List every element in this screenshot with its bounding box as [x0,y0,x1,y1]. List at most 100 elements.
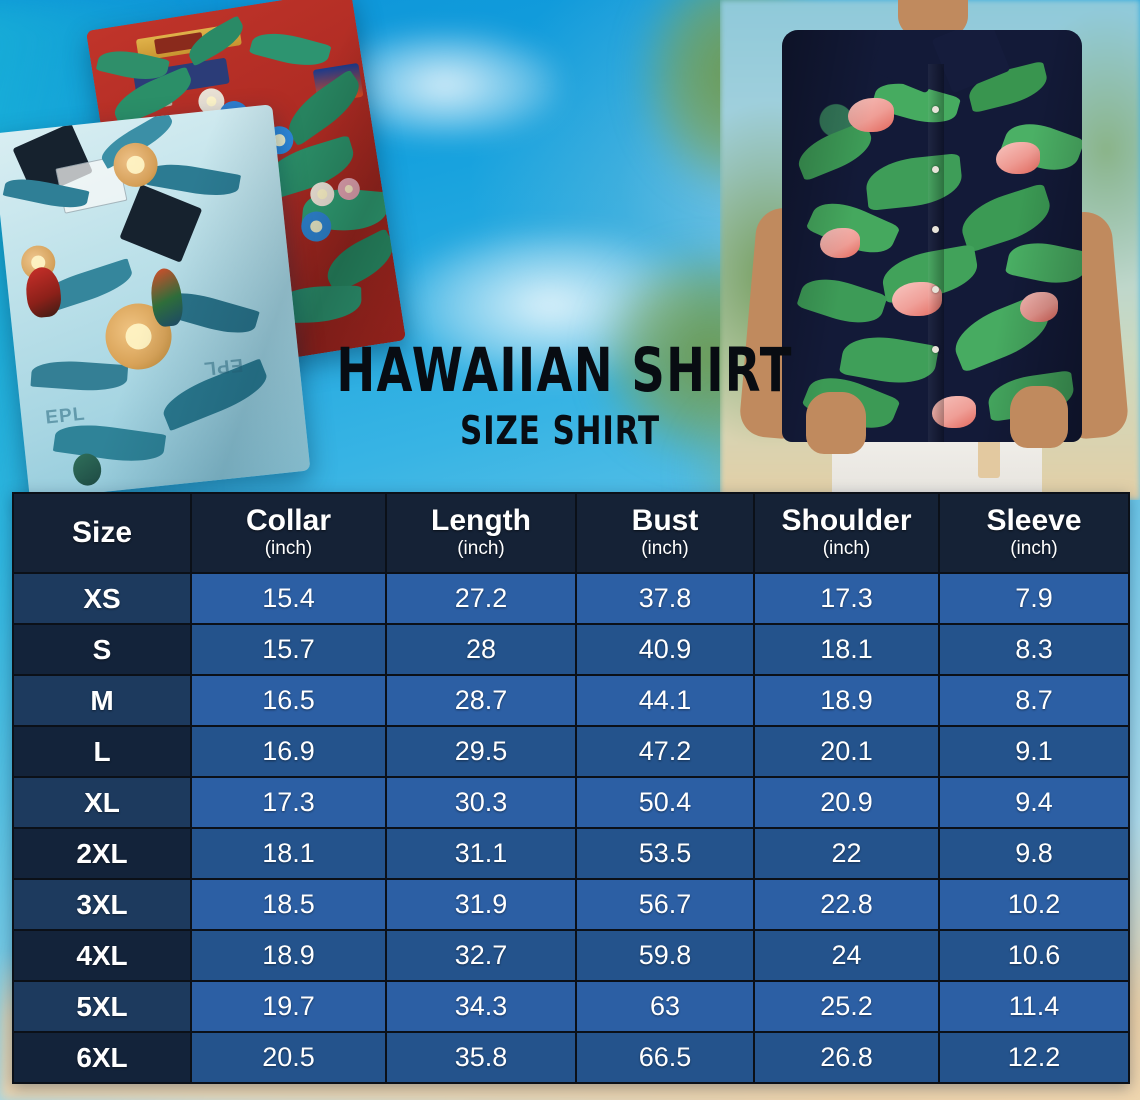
header-unit: (inch) [641,537,689,559]
cell-size: M [12,674,192,727]
cell-length: 34.3 [385,980,577,1033]
table-row: XS 15.4 27.2 37.8 17.3 7.9 [12,572,1130,625]
flamingo [848,98,894,132]
cell-length: 35.8 [385,1031,577,1084]
cell-shoulder: 22.8 [753,878,940,931]
cell-length: 32.7 [385,929,577,982]
cell-bust: 40.9 [575,623,755,676]
cell-shoulder: 25.2 [753,980,940,1033]
cell-length: 31.9 [385,878,577,931]
cell-sleeve: 10.6 [938,929,1130,982]
model-photo [720,0,1140,500]
column-header-collar: Collar (inch) [190,492,387,574]
title-main: HAWAIIAN SHIRT [336,335,793,406]
flamingo [932,396,976,428]
cell-length: 29.5 [385,725,577,778]
cell-size: XS [12,572,192,625]
shirt-button [932,346,939,353]
header-label: Size [71,516,133,550]
table-row: M 16.5 28.7 44.1 18.9 8.7 [12,674,1130,727]
cell-length: 28 [385,623,577,676]
hawaiian-shirt-navy [782,30,1082,442]
table-body: XS 15.4 27.2 37.8 17.3 7.9 S 15.7 28 40.9 18.1 8.3 M… [12,572,1130,1084]
cell-shoulder: 17.3 [753,572,940,625]
cell-bust: 37.8 [575,572,755,625]
drawstring [978,432,1000,478]
cell-bust: 47.2 [575,725,755,778]
header-label: Bust [631,504,699,538]
cell-sleeve: 9.4 [938,776,1130,829]
cell-length: 28.7 [385,674,577,727]
table-row: 3XL 18.5 31.9 56.7 22.8 10.2 [12,878,1130,931]
cell-length: 31.1 [385,827,577,880]
cell-sleeve: 11.4 [938,980,1130,1033]
flamingo [820,228,860,258]
table-row: 5XL 19.7 34.3 63 25.2 11.4 [12,980,1130,1033]
header-label: Shoulder [781,504,912,538]
flamingo [1020,292,1058,322]
cell-bust: 59.8 [575,929,755,982]
cell-shoulder: 18.9 [753,674,940,727]
shirt-button [932,286,939,293]
header-label: Collar [245,504,332,538]
cell-collar: 16.5 [190,674,387,727]
cell-collar: 15.4 [190,572,387,625]
blue-folded-shirt: EPL EPL [0,104,311,500]
column-header-length: Length (inch) [385,492,577,574]
left-hand [806,392,866,454]
column-header-shoulder: Shoulder (inch) [753,492,940,574]
cell-size: 4XL [12,929,192,982]
column-header-sleeve: Sleeve (inch) [938,492,1130,574]
cell-bust: 56.7 [575,878,755,931]
cell-size: L [12,725,192,778]
shirt-button [932,226,939,233]
page-title: HAWAIIAN SHIRT SIZE SHIRT [300,335,820,454]
right-hand [1010,386,1068,448]
header-label: Sleeve [986,504,1082,538]
cell-size: 3XL [12,878,192,931]
cell-shoulder: 26.8 [753,1031,940,1084]
cell-size: 2XL [12,827,192,880]
table-row: XL 17.3 30.3 50.4 20.9 9.4 [12,776,1130,829]
cell-bust: 44.1 [575,674,755,727]
cell-bust: 63 [575,980,755,1033]
header-unit: (inch) [264,537,313,559]
shirt-button [932,106,939,113]
cell-sleeve: 7.9 [938,572,1130,625]
cell-sleeve: 9.8 [938,827,1130,880]
cell-collar: 18.9 [190,929,387,982]
column-header-bust: Bust (inch) [575,492,755,574]
cell-size: 6XL [12,1031,192,1084]
header-unit: (inch) [1010,537,1058,559]
table-row: 2XL 18.1 31.1 53.5 22 9.8 [12,827,1130,880]
header-label: Length [431,504,531,538]
cell-size: 5XL [12,980,192,1033]
cell-collar: 15.7 [190,623,387,676]
cell-sleeve: 8.3 [938,623,1130,676]
table-row: 4XL 18.9 32.7 59.8 24 10.6 [12,929,1130,982]
cell-sleeve: 10.2 [938,878,1130,931]
cell-bust: 66.5 [575,1031,755,1084]
cell-bust: 53.5 [575,827,755,880]
header-unit: (inch) [822,537,871,559]
cell-sleeve: 8.7 [938,674,1130,727]
cell-shoulder: 20.9 [753,776,940,829]
size-chart-table: Size Collar (inch) Length (inch) Bust (i… [12,492,1130,1084]
cell-collar: 18.1 [190,827,387,880]
cell-shoulder: 20.1 [753,725,940,778]
flamingo [996,142,1040,174]
header-unit: (inch) [457,537,505,559]
cell-sleeve: 12.2 [938,1031,1130,1084]
shirt-button [932,166,939,173]
table-row: 6XL 20.5 35.8 66.5 26.8 12.2 [12,1031,1130,1084]
column-header-size: Size [12,492,192,574]
table-header: Size Collar (inch) Length (inch) Bust (i… [12,492,1130,574]
cell-shoulder: 18.1 [753,623,940,676]
title-sub: SIZE SHIRT [459,408,661,454]
cell-collar: 18.5 [190,878,387,931]
cell-length: 30.3 [385,776,577,829]
cell-collar: 20.5 [190,1031,387,1084]
fold-shading [0,104,311,500]
table-row: L 16.9 29.5 47.2 20.1 9.1 [12,725,1130,778]
cell-size: XL [12,776,192,829]
